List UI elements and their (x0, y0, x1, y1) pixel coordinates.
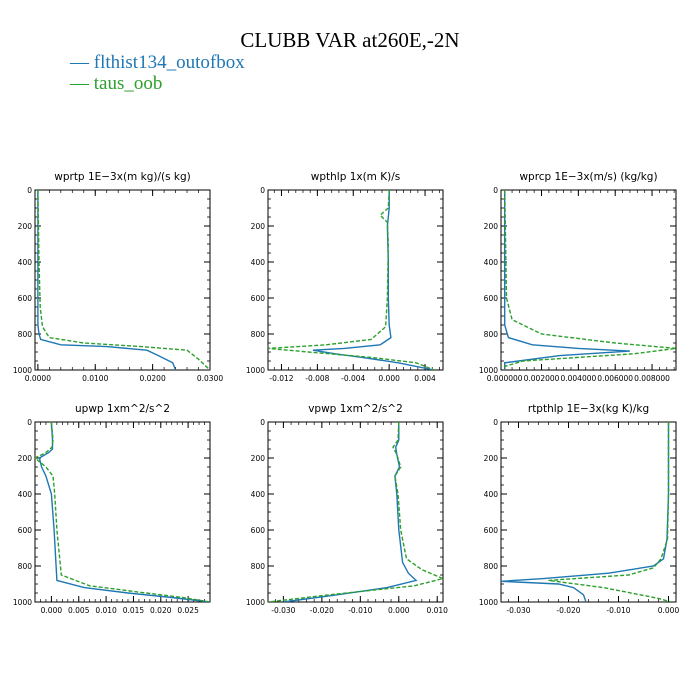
y-tick-label: 600 (484, 526, 499, 535)
x-tick-label: 0.0200 (139, 374, 165, 383)
x-tick-label: 0.004000 (560, 374, 596, 383)
y-tick-label: 1000 (246, 598, 265, 607)
x-tick-label: -0.010 (348, 606, 372, 615)
series-line-taus-oob (37, 190, 210, 370)
chart-title: upwp 1xm^2/s^2 (75, 403, 170, 415)
y-tick-label: 600 (484, 294, 499, 303)
x-tick-label: -0.020 (310, 606, 334, 615)
series-line-taus-oob (35, 422, 210, 602)
y-tick-label: 0 (27, 418, 32, 427)
y-tick-label: 800 (18, 330, 33, 339)
y-tick-label: 400 (484, 490, 499, 499)
y-tick-label: 400 (251, 490, 266, 499)
x-tick-label: -0.030 (506, 606, 530, 615)
series-line-flthist134 (37, 190, 177, 370)
y-tick-label: 800 (484, 330, 499, 339)
series-line-taus-oob (268, 190, 435, 370)
series-line-flthist134 (312, 190, 435, 370)
y-tick-label: 0 (493, 186, 498, 195)
x-tick-label: 0.020 (150, 606, 172, 615)
series-line-flthist134 (504, 190, 630, 370)
x-tick-label: 0.025 (177, 606, 199, 615)
plot-frame (34, 189, 211, 371)
chart-panel-4: upwp 1xm^2/s^2 0 200 400 600 800 1000 0.000 0.00… (13, 403, 211, 615)
x-tick-label: 0.002000 (524, 374, 560, 383)
y-tick-label: 800 (484, 562, 499, 571)
y-tick-label: 200 (251, 454, 266, 463)
y-tick-label: 600 (18, 526, 33, 535)
chart-title: wpthlp 1x(m K)/s (311, 171, 401, 183)
y-tick-label: 400 (18, 258, 33, 267)
y-tick-label: 800 (251, 330, 266, 339)
y-tick-label: 1000 (13, 366, 32, 375)
chart-title: rtpthlp 1E−3x(kg K)/kg (528, 403, 649, 415)
x-tick-label: 0.000000 (487, 374, 523, 383)
series-line-flthist134 (501, 422, 670, 602)
y-tick-label: 1000 (13, 598, 32, 607)
x-tick-label: 0.000 (658, 606, 680, 615)
y-tick-label: 600 (251, 526, 266, 535)
x-tick-label: -0.020 (556, 606, 580, 615)
chart-title: wprtp 1E−3x(m kg)/(s kg) (54, 171, 191, 183)
y-tick-label: 1000 (479, 598, 498, 607)
y-tick-label: 400 (18, 490, 33, 499)
y-tick-label: 1000 (479, 366, 498, 375)
chart-title: vpwp 1xm^2/s^2 (308, 403, 403, 415)
y-tick-label: 0 (27, 186, 32, 195)
y-tick-label: 400 (251, 258, 266, 267)
figure-title: CLUBB VAR at260E,-2N (240, 28, 460, 52)
series-line-taus-oob (504, 190, 676, 370)
series-line-flthist134 (283, 422, 418, 602)
y-tick-label: 0 (260, 186, 265, 195)
series-line-taus-oob (548, 422, 672, 602)
y-tick-label: 600 (251, 294, 266, 303)
y-tick-label: 200 (484, 222, 499, 231)
x-tick-label: 0.0100 (82, 374, 108, 383)
plot-frame (267, 189, 444, 371)
x-tick-label: 0.000 (41, 606, 63, 615)
x-tick-label: -0.030 (271, 606, 295, 615)
y-tick-label: 200 (251, 222, 266, 231)
x-tick-label: 0.0300 (197, 374, 223, 383)
x-tick-label: 0.006000 (597, 374, 633, 383)
x-tick-label: 0.005 (68, 606, 90, 615)
chart-panel-5: vpwp 1xm^2/s^2 0 200 400 600 800 1000 -0.030 -0.… (246, 403, 448, 615)
x-tick-label: -0.008 (305, 374, 329, 383)
x-tick-label: 0.000 (378, 374, 400, 383)
y-tick-label: 1000 (246, 366, 265, 375)
legend-entry-flthist134: — flthist134_outofbox (70, 52, 245, 73)
x-tick-label: -0.004 (341, 374, 365, 383)
x-tick-label: 0.010 (95, 606, 117, 615)
chart-panel-6: rtpthlp 1E−3x(kg K)/kg02004006008001000-… (479, 403, 680, 615)
x-tick-label: 0.010 (426, 606, 448, 615)
legend-entry-taus-oob: — taus_oob (70, 73, 163, 94)
x-tick-label: 0.004 (414, 374, 436, 383)
series-line-taus-oob (268, 422, 443, 602)
chart-panel-1: wprtp 1E−3x(m kg)/(s kg) 0 200 400 600 800 100… (13, 171, 223, 383)
y-tick-label: 200 (18, 222, 33, 231)
chart-panel-2: wpthlp 1x(m K)/s 0 200 400 600 800 1000 -0.012 -… (246, 171, 444, 383)
y-tick-label: 400 (484, 258, 499, 267)
y-tick-label: 800 (18, 562, 33, 571)
x-tick-label: -0.012 (269, 374, 293, 383)
y-tick-label: 0 (493, 418, 498, 427)
y-tick-label: 0 (260, 418, 265, 427)
x-tick-label: 0.008000 (634, 374, 670, 383)
series-line-flthist134 (38, 422, 210, 602)
chart-title: wprcp 1E−3x(m/s) (kg/kg) (519, 171, 657, 183)
x-tick-label: 0.000 (388, 606, 410, 615)
x-tick-label: 0.015 (123, 606, 145, 615)
plot-frame (267, 421, 444, 603)
x-tick-label: 0.0000 (25, 374, 51, 383)
y-tick-label: 200 (18, 454, 33, 463)
x-tick-label: -0.010 (606, 606, 630, 615)
chart-panel-3: wprcp 1E−3x(m/s) (kg/kg) 0 200 400 600 800 100… (479, 171, 677, 383)
y-tick-label: 200 (484, 454, 499, 463)
y-tick-label: 600 (18, 294, 33, 303)
y-tick-label: 800 (251, 562, 266, 571)
